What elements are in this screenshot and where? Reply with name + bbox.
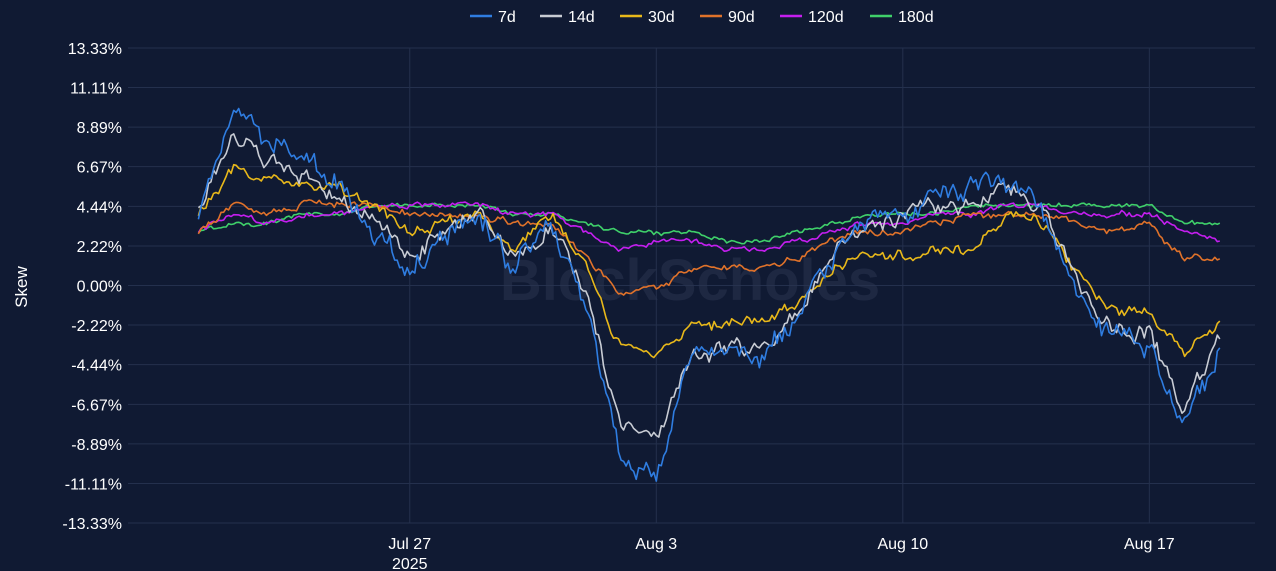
- x-axis: Jul 27 2025 Aug 3 Aug 10 Aug 17: [388, 536, 1174, 571]
- x-tick-label: Aug 10: [877, 536, 928, 553]
- series-line-14d: [197, 133, 1221, 438]
- y-tick-label: 4.44%: [77, 199, 122, 216]
- series-lines: [197, 107, 1221, 482]
- legend-label-30d: 30d: [648, 9, 675, 26]
- legend-label-14d: 14d: [568, 9, 595, 26]
- y-tick-label: 2.22%: [77, 239, 122, 256]
- y-tick-label: 6.67%: [77, 160, 122, 177]
- y-tick-label: -4.44%: [71, 358, 122, 375]
- series-line-7d: [197, 107, 1221, 482]
- x-tick-label: Jul 27: [388, 536, 431, 553]
- y-tick-label: 8.89%: [77, 120, 122, 137]
- legend-label-120d: 120d: [808, 9, 844, 26]
- y-tick-label: 0.00%: [77, 279, 122, 296]
- y-axis-title: Skew: [12, 265, 31, 307]
- y-tick-label: 11.11%: [70, 81, 122, 98]
- y-tick-label: -11.11%: [65, 476, 122, 493]
- x-tick-sublabel: 2025: [392, 556, 428, 571]
- legend-label-180d: 180d: [898, 9, 934, 26]
- x-tick-label: Aug 17: [1124, 536, 1175, 553]
- x-tick-label: Aug 3: [635, 536, 677, 553]
- y-tick-label: 13.33%: [68, 41, 122, 58]
- y-tick-label: -13.33%: [62, 516, 122, 533]
- legend-label-7d: 7d: [498, 9, 516, 26]
- grid: [128, 47, 1255, 524]
- y-tick-label: -6.67%: [71, 397, 122, 414]
- legend-label-90d: 90d: [728, 9, 755, 26]
- y-axis: 13.33% 11.11% 8.89% 6.67% 4.44% 2.22% 0.00% -2.…: [62, 41, 122, 533]
- legend: 7d 14d 30d 90d 120d 180d: [470, 9, 934, 26]
- watermark-logo: BlockScholes: [500, 248, 880, 313]
- y-tick-label: -8.89%: [71, 437, 122, 454]
- y-tick-label: -2.22%: [71, 318, 122, 335]
